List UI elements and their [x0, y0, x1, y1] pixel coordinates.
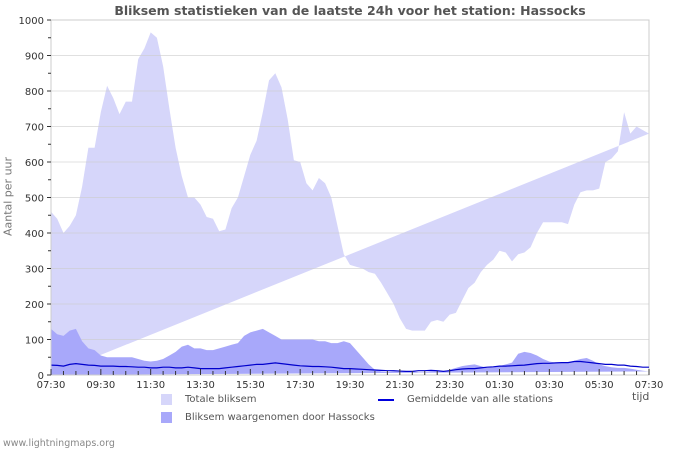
legend-swatch-average [378, 398, 394, 401]
legend-swatch-station [161, 412, 172, 423]
footer-credit: www.lightningmaps.org [3, 438, 115, 449]
y-tick-label: 800 [25, 87, 44, 98]
y-tick-label: 900 [25, 52, 44, 63]
x-tick-label: 11:30 [136, 380, 165, 391]
legend-swatch-total [161, 394, 172, 405]
x-axis-label: tijd [632, 390, 650, 403]
chart-title: Bliksem statistieken van de laatste 24h … [114, 3, 586, 18]
legend-label-average: Gemiddelde van alle stations [407, 394, 553, 405]
x-tick-label: 01:30 [485, 380, 514, 391]
x-tick-label: 13:30 [186, 380, 215, 391]
x-tick-label: 09:30 [86, 380, 115, 391]
x-tick-label: 15:30 [236, 380, 265, 391]
legend-item-total: Totale bliksem [161, 394, 256, 405]
x-tick-label: 07:30 [37, 380, 66, 391]
y-tick-label: 500 [25, 194, 44, 205]
x-tick-label: 17:30 [286, 380, 315, 391]
y-tick-label: 400 [25, 229, 44, 240]
series-area-total [51, 32, 649, 376]
x-tick-label: 23:30 [435, 380, 464, 391]
y-tick-label: 300 [25, 265, 44, 276]
x-tick-label: 19:30 [336, 380, 365, 391]
y-axis-label: Aantal per uur [1, 156, 15, 237]
y-tick-label: 0 [38, 371, 44, 382]
x-tick-label: 21:30 [385, 380, 414, 391]
x-tick-label: 07:30 [635, 380, 664, 391]
y-tick-label: 100 [25, 336, 44, 347]
legend-item-average: Gemiddelde van alle stations [378, 394, 553, 405]
legend-label-station: Bliksem waargenomen door Hassocks [185, 412, 375, 423]
y-tick-label: 600 [25, 158, 44, 169]
series-line-average [50, 360, 649, 373]
x-tick-label: 05:30 [585, 380, 614, 391]
x-tick-label: 03:30 [535, 380, 564, 391]
y-tick-label: 1000 [19, 16, 44, 27]
series-area-station [51, 328, 649, 375]
y-tick-label: 200 [25, 300, 44, 311]
legend-item-station: Bliksem waargenomen door Hassocks [161, 412, 375, 423]
legend-label-total: Totale bliksem [185, 394, 257, 405]
y-tick-label: 700 [25, 123, 44, 134]
